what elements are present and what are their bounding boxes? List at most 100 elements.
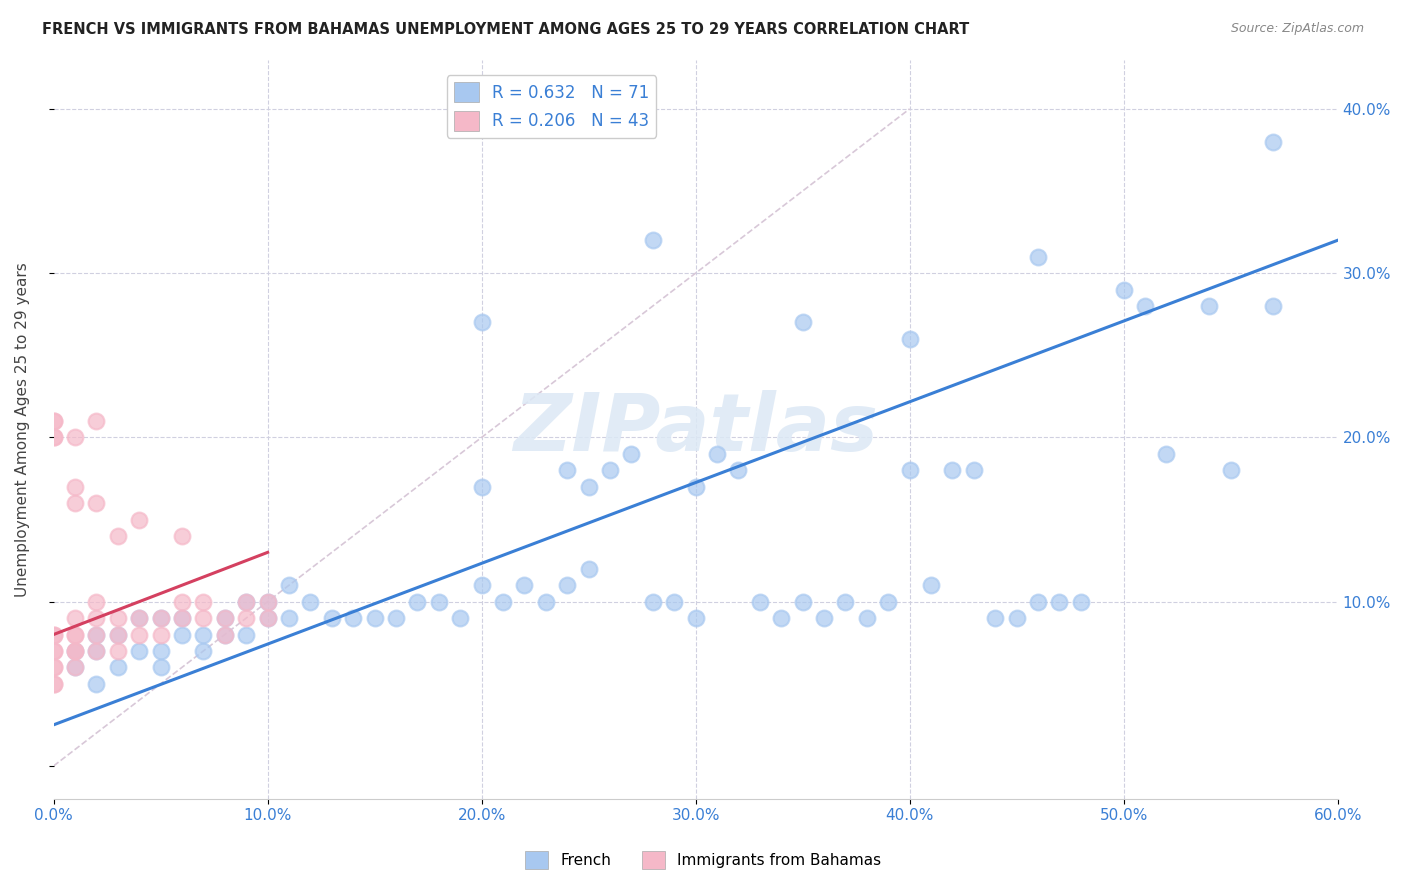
Point: [599, 463, 621, 477]
Point: [492, 594, 515, 608]
Point: [42, 414, 65, 428]
Point: [685, 480, 707, 494]
Point: [107, 644, 129, 658]
Point: [107, 627, 129, 641]
Point: [107, 529, 129, 543]
Point: [128, 644, 150, 658]
Point: [641, 233, 664, 247]
Point: [235, 594, 257, 608]
Point: [342, 611, 364, 625]
Point: [86, 627, 108, 641]
Point: [86, 414, 108, 428]
Point: [278, 578, 301, 592]
Point: [170, 627, 193, 641]
Point: [193, 644, 215, 658]
Point: [42, 644, 65, 658]
Point: [107, 660, 129, 674]
Point: [449, 611, 471, 625]
Point: [42, 627, 65, 641]
Point: [278, 611, 301, 625]
Point: [856, 611, 879, 625]
Point: [792, 594, 814, 608]
Point: [42, 430, 65, 444]
Point: [86, 677, 108, 691]
Point: [1219, 463, 1241, 477]
Point: [86, 644, 108, 658]
Point: [363, 611, 385, 625]
Point: [1133, 299, 1156, 313]
Point: [256, 611, 278, 625]
Point: [1263, 135, 1285, 149]
Point: [149, 644, 172, 658]
Point: [256, 594, 278, 608]
Point: [513, 578, 536, 592]
Point: [1263, 299, 1285, 313]
Point: [685, 611, 707, 625]
Point: [42, 660, 65, 674]
Point: [427, 594, 450, 608]
Point: [170, 611, 193, 625]
Legend: R = 0.632   N = 71, R = 0.206   N = 43: R = 0.632 N = 71, R = 0.206 N = 43: [447, 75, 657, 137]
Point: [748, 594, 770, 608]
Point: [63, 627, 86, 641]
Point: [86, 611, 108, 625]
Point: [107, 611, 129, 625]
Point: [42, 627, 65, 641]
Point: [898, 332, 921, 346]
Point: [42, 430, 65, 444]
Point: [770, 611, 793, 625]
Point: [193, 627, 215, 641]
Point: [727, 463, 749, 477]
Point: [299, 594, 322, 608]
Point: [235, 611, 257, 625]
Point: [86, 496, 108, 510]
Point: [86, 594, 108, 608]
Point: [920, 578, 942, 592]
Point: [42, 677, 65, 691]
Point: [42, 644, 65, 658]
Point: [63, 611, 86, 625]
Point: [706, 447, 728, 461]
Point: [128, 611, 150, 625]
Text: ZIPatlas: ZIPatlas: [513, 390, 879, 468]
Point: [235, 627, 257, 641]
Point: [1070, 594, 1092, 608]
Point: [149, 611, 172, 625]
Point: [63, 644, 86, 658]
Point: [128, 512, 150, 526]
Point: [984, 611, 1007, 625]
Point: [63, 480, 86, 494]
Point: [256, 611, 278, 625]
Point: [1026, 594, 1049, 608]
Point: [534, 594, 557, 608]
Point: [63, 430, 86, 444]
Point: [578, 562, 600, 576]
Y-axis label: Unemployment Among Ages 25 to 29 years: Unemployment Among Ages 25 to 29 years: [15, 262, 30, 597]
Point: [578, 480, 600, 494]
Point: [877, 594, 900, 608]
Point: [170, 594, 193, 608]
Point: [193, 611, 215, 625]
Point: [321, 611, 343, 625]
Point: [620, 447, 643, 461]
Point: [86, 627, 108, 641]
Point: [834, 594, 856, 608]
Point: [128, 627, 150, 641]
Point: [941, 463, 963, 477]
Point: [128, 611, 150, 625]
Point: [63, 627, 86, 641]
Point: [149, 660, 172, 674]
Point: [63, 496, 86, 510]
Point: [170, 611, 193, 625]
Point: [1049, 594, 1071, 608]
Point: [555, 578, 578, 592]
Point: [214, 611, 236, 625]
Point: [664, 594, 686, 608]
Point: [193, 594, 215, 608]
Point: [1005, 611, 1028, 625]
Point: [1156, 447, 1178, 461]
Point: [963, 463, 986, 477]
Point: [214, 627, 236, 641]
Point: [149, 627, 172, 641]
Point: [214, 611, 236, 625]
